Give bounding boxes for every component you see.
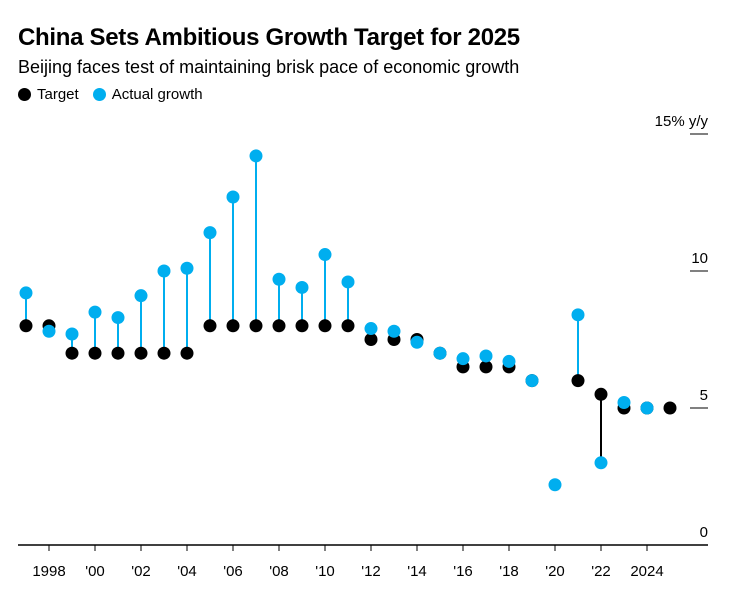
actual-dot-2006 xyxy=(226,190,240,204)
actual-dot-1998 xyxy=(42,324,56,338)
actual-dot-1999 xyxy=(65,327,79,341)
actual-dot-2008 xyxy=(272,272,286,286)
actual-dot-2013 xyxy=(387,324,401,338)
x-tick-label: '08 xyxy=(269,563,289,580)
target-dot-2002 xyxy=(134,346,148,360)
actual-dot-2005 xyxy=(203,226,217,240)
target-dot-2008 xyxy=(272,319,286,333)
actual-dot-2001 xyxy=(111,311,125,325)
legend-item-target: Target xyxy=(18,86,79,103)
target-dot-2009 xyxy=(295,319,309,333)
actual-dot-2020 xyxy=(548,478,562,492)
y-tick-label: 0 xyxy=(700,524,708,541)
target-dot-2006 xyxy=(226,319,240,333)
x-tick-label: '16 xyxy=(453,563,473,580)
legend-swatch-target xyxy=(18,88,31,101)
target-dot-2007 xyxy=(249,319,263,333)
actual-dot-2012 xyxy=(364,322,378,336)
target-dot-1997 xyxy=(19,319,33,333)
legend-swatch-actual xyxy=(92,88,106,101)
x-tick-label: '02 xyxy=(131,563,151,580)
x-tick-label: '04 xyxy=(177,563,197,580)
target-dot-2025 xyxy=(663,401,677,415)
actual-dot-2019 xyxy=(525,374,539,388)
y-tick-label: 15% y/y xyxy=(655,113,709,130)
target-dot-2001 xyxy=(111,346,125,360)
y-tick-label: 10 xyxy=(691,250,708,267)
actual-dot-2021 xyxy=(571,308,585,322)
actual-dot-2000 xyxy=(88,305,102,319)
x-tick-label: '10 xyxy=(315,563,335,580)
actual-dot-2023 xyxy=(617,396,631,410)
actual-dot-2002 xyxy=(134,289,148,303)
actual-dot-2009 xyxy=(295,280,309,294)
target-dot-2005 xyxy=(203,319,217,333)
x-tick-label: 2024 xyxy=(630,563,663,580)
x-tick-label: '00 xyxy=(85,563,105,580)
target-dot-2000 xyxy=(88,346,102,360)
target-dot-2021 xyxy=(571,374,585,388)
chart-subtitle: Beijing faces test of maintaining brisk … xyxy=(18,57,520,77)
actual-dot-1997 xyxy=(19,286,33,300)
target-dot-2011 xyxy=(341,319,355,333)
legend-label-target: Target xyxy=(37,86,79,103)
actual-dot-2010 xyxy=(318,248,332,262)
target-dot-1999 xyxy=(65,346,79,360)
x-tick-label: '06 xyxy=(223,563,243,580)
actual-dot-2014 xyxy=(410,335,424,349)
x-tick-label: '12 xyxy=(361,563,381,580)
chart-title: China Sets Ambitious Growth Target for 2… xyxy=(18,24,520,51)
legend-label-actual: Actual growth xyxy=(111,86,203,103)
target-dot-2022 xyxy=(594,387,608,401)
target-dot-2004 xyxy=(180,346,194,360)
legend: Target Actual growth xyxy=(18,86,211,103)
x-tick-label: '14 xyxy=(407,563,427,580)
actual-dot-2024 xyxy=(640,401,654,415)
target-dot-2003 xyxy=(157,346,171,360)
actual-dot-2017 xyxy=(479,349,493,363)
y-tick-label: 5 xyxy=(700,387,708,404)
actual-dot-2007 xyxy=(249,149,263,163)
actual-dot-2003 xyxy=(157,264,171,278)
actual-dot-2022 xyxy=(594,456,608,470)
actual-dot-2015 xyxy=(433,346,447,360)
x-tick-label: '18 xyxy=(499,563,519,580)
target-dot-2017 xyxy=(479,360,493,374)
actual-dot-2011 xyxy=(341,275,355,289)
target-dot-2012 xyxy=(364,333,378,346)
actual-dot-2004 xyxy=(180,261,194,275)
actual-dot-2016 xyxy=(456,352,470,366)
target-dot-2010 xyxy=(318,319,332,333)
actual-dot-2018 xyxy=(502,354,516,368)
x-tick-label: '20 xyxy=(545,563,565,580)
x-tick-label: 1998 xyxy=(32,563,65,580)
legend-item-actual: Actual growth xyxy=(92,86,203,103)
x-tick-label: '22 xyxy=(591,563,611,580)
